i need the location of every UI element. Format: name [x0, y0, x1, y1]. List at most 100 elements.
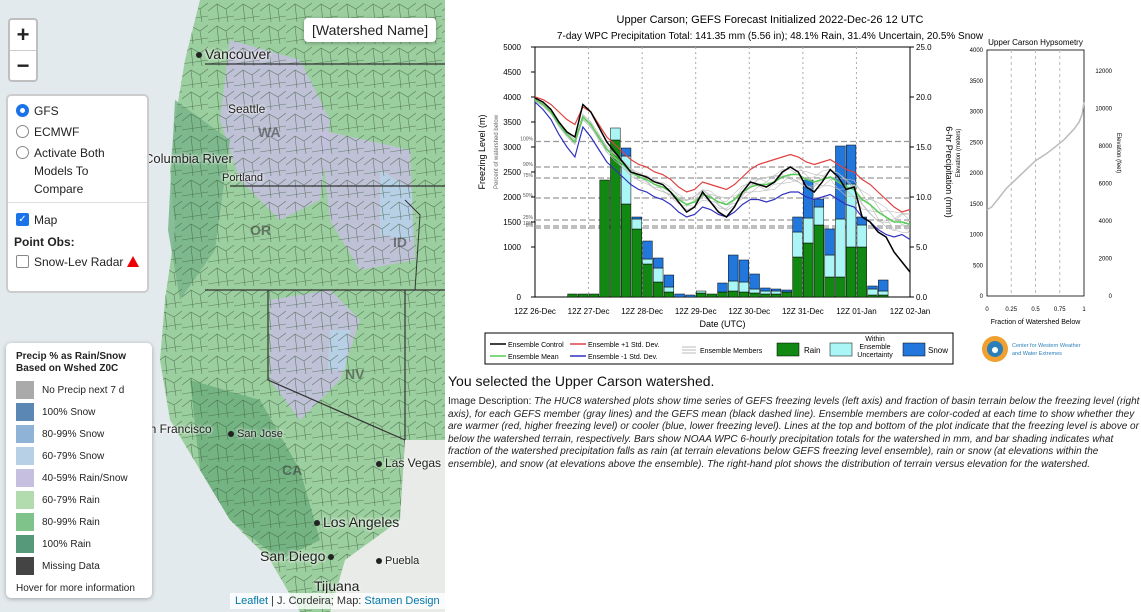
city-label: Vancouver — [205, 46, 271, 62]
freezing-level-chart: Upper Carson; GEFS Forecast Initialized … — [477, 14, 984, 329]
chart-title: Upper Carson; GEFS Forecast Initialized … — [617, 14, 924, 26]
y-axis-label: Freezing Level (m) — [477, 114, 487, 189]
hyp-x-tick: 0.75 — [1054, 307, 1066, 313]
precip-bar-rain — [578, 293, 589, 298]
legend-label: 80-99% Snow — [42, 428, 105, 440]
precip-bar-snow — [792, 216, 803, 233]
legend-text-line: Within — [865, 336, 885, 343]
both-label: Activate Both Models To Compare — [34, 146, 105, 196]
ecmwf-label: ECMWF — [34, 125, 80, 139]
percent-label: 0% — [526, 223, 534, 229]
precip-bar-rain — [663, 291, 675, 298]
map-toggle[interactable]: ✓ Map — [14, 211, 141, 229]
map-checkbox[interactable]: ✓ — [16, 213, 29, 226]
legend-items: No Precip next 7 d 100% Snow 80-99% Snow 60… — [16, 379, 142, 577]
legend-label: Missing Data — [42, 560, 100, 572]
precip-bar-snow — [653, 257, 664, 269]
x-tick-label: 12Z 02-Jan — [890, 307, 930, 316]
precip-bar-uncertain — [749, 288, 760, 294]
percent-label: 90% — [523, 162, 534, 168]
precip-bar-rain — [856, 246, 867, 298]
precip-bar-uncertain — [728, 280, 739, 292]
precip-bar-snow — [845, 144, 857, 185]
hyp-y-tick: 2500 — [970, 140, 984, 146]
y-tick-label: 5000 — [503, 43, 521, 52]
cw3e-logo: Center for Western Weather and Water Extr… — [982, 336, 1081, 362]
legend-item: No Precip next 7 d — [16, 379, 142, 401]
radar-triangle-icon — [127, 256, 140, 267]
legend-swatch — [16, 491, 34, 509]
gfs-radio[interactable] — [16, 104, 29, 117]
y-tick-label: 3000 — [503, 143, 521, 152]
hyp-y-label-right: Elevation (feet) — [1115, 133, 1121, 173]
snow-radar-toggle[interactable]: Snow-Lev Radar — [14, 253, 141, 271]
city-label: Las Vegas — [385, 456, 442, 470]
precip-bar-rain — [567, 293, 578, 298]
ensemble-member-line — [534, 97, 911, 221]
map-basemap[interactable] — [0, 0, 445, 612]
y-tick-label: 1000 — [503, 243, 521, 252]
y-axis-inner-label: Percent of watershed below — [494, 114, 500, 189]
city-dot — [376, 558, 382, 565]
legend-text: Ensemble Members — [700, 348, 763, 355]
city-las-vegas: Las Vegas — [376, 456, 441, 470]
city-label: Los Angeles — [323, 514, 400, 530]
precip-bar-snow — [867, 285, 878, 290]
zoom-out-button[interactable]: − — [10, 50, 36, 80]
y-axis-right-label: 6-hr Precipitation (mm) — [944, 126, 954, 218]
zoom-control: + − — [8, 18, 38, 82]
percent-label: 75% — [523, 173, 534, 179]
state-label-wa: WA — [258, 124, 281, 140]
precip-bar-uncertain — [770, 290, 782, 295]
model-option-ecmwf[interactable]: ECMWF — [14, 123, 141, 141]
watershed-map[interactable]: WA OR ID CA NV Vancouver Seattle Columbi… — [0, 0, 445, 612]
hyp-y-tick: 500 — [973, 263, 984, 269]
legend-title: Precip % as Rain/Snow Based on Wshed Z0C — [16, 351, 127, 374]
precip-bar-rain — [781, 291, 792, 298]
leaflet-link[interactable]: Leaflet — [235, 595, 269, 607]
legend-label: 100% Snow — [42, 406, 96, 418]
precip-bar-snow — [770, 288, 782, 292]
precip-bar-uncertain — [610, 127, 621, 141]
watershed-name-box: [Watershed Name] — [304, 18, 437, 42]
zoom-in-button[interactable]: + — [16, 22, 30, 47]
legend-hover-hint: Hover for more information — [16, 583, 135, 594]
state-label-or: OR — [250, 222, 271, 238]
divider — [8, 202, 147, 203]
city-dot — [228, 431, 234, 438]
legend-swatch — [16, 381, 34, 399]
legend-swatch — [16, 535, 34, 553]
logo-text: Center for Western Weather — [1012, 343, 1081, 349]
precip-bar-uncertain — [792, 231, 803, 258]
precip-bar-rain — [706, 293, 717, 298]
hyp-y-tick: 2000 — [970, 171, 984, 177]
percent-label: 25% — [523, 215, 534, 221]
model-option-gfs[interactable]: GFS — [14, 102, 141, 120]
city-dot — [314, 520, 320, 527]
y-tick-label: 3500 — [503, 118, 521, 127]
precip-bar-rain — [835, 276, 846, 298]
city-san-francisco: San Francisco — [135, 422, 212, 436]
state-borders — [205, 63, 445, 520]
hyp-y-tick-right: 10000 — [1095, 107, 1112, 113]
city-portland: Portland — [222, 172, 263, 184]
precip-bar-rain — [738, 291, 750, 298]
x-tick-label: 12Z 27-Dec — [568, 307, 610, 316]
image-description: Image Description: The HUC8 watershed pl… — [448, 396, 1141, 471]
legend-text: Rain — [804, 346, 820, 355]
stamen-link[interactable]: Stamen Design — [364, 595, 440, 607]
precip-bar-uncertain — [856, 224, 867, 248]
model-option-both[interactable]: Activate Both Models To Compare — [14, 144, 141, 198]
legend-text: Snow — [928, 346, 948, 355]
snow-radar-checkbox[interactable] — [16, 255, 29, 268]
ecmwf-radio[interactable] — [16, 125, 29, 138]
plus-1sd-line — [534, 96, 911, 213]
map-label: Map — [34, 213, 58, 227]
legend-label: 60-79% Rain — [42, 494, 100, 506]
both-radio[interactable] — [16, 146, 29, 159]
legend-swatch — [16, 447, 34, 465]
percent-label: 50% — [523, 193, 534, 199]
x-tick-label: 12Z 31-Dec — [782, 307, 824, 316]
precip-bar-rain — [813, 224, 825, 298]
legend-text-uncertain: Within Ensemble Uncertainty — [857, 336, 893, 359]
